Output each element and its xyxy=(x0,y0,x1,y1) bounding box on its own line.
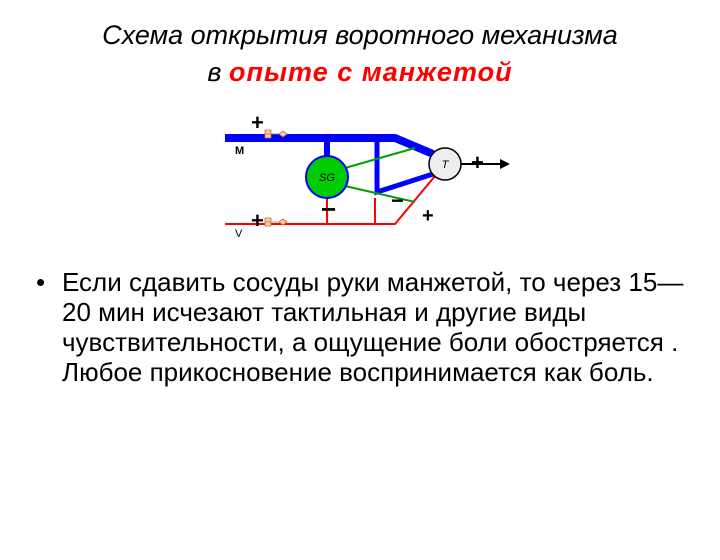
plus-4: + xyxy=(422,205,434,227)
minus-1: − xyxy=(321,194,336,224)
subtitle-prefix: в xyxy=(207,57,229,87)
t-output-arrow xyxy=(500,159,510,169)
sg-label: SG xyxy=(319,172,335,184)
body-text: • Если сдавить сосуды руки манжетой, то … xyxy=(36,268,684,388)
sg-out-lower xyxy=(345,186,415,202)
slide-subtitle: в опыте с манжетой xyxy=(0,57,720,88)
slide-title: Схема открытия воротного механизма xyxy=(0,20,720,51)
plus-1: + xyxy=(251,110,264,135)
sg-out-upper xyxy=(345,148,415,168)
plus-2: + xyxy=(251,208,264,233)
subtitle-highlight: опыте с манжетой xyxy=(229,57,513,87)
bullet-marker: • xyxy=(36,268,62,358)
minus-2: − xyxy=(391,188,404,213)
m-label: М xyxy=(235,145,244,157)
bullet-text: Если сдавить сосуды руки манжетой, то че… xyxy=(62,268,684,358)
v-label: V xyxy=(235,228,243,240)
bullet-continuation: Любое прикосновение воспринимается как б… xyxy=(62,358,684,388)
gate-mechanism-diagram: SG T М V + + + + − − xyxy=(195,102,525,252)
plus-3: + xyxy=(471,150,484,175)
